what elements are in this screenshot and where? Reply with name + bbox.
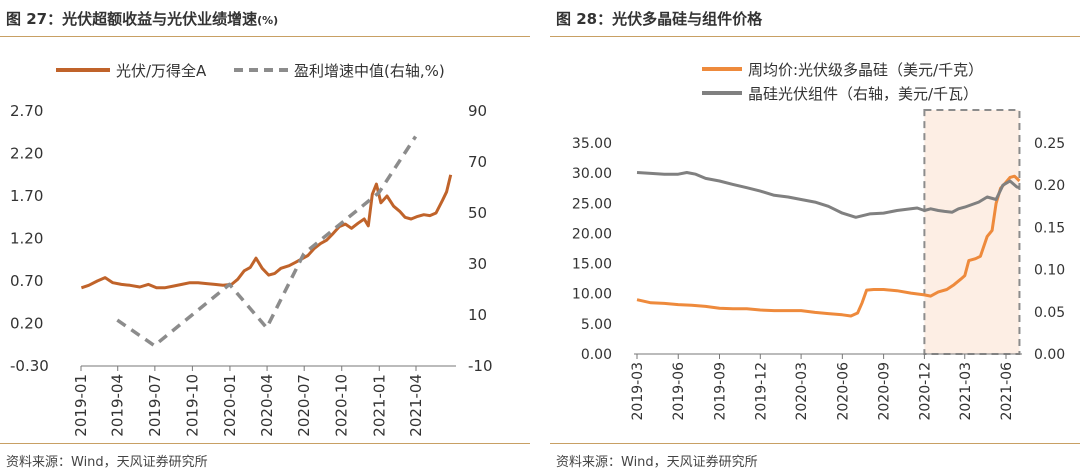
y2-tick-label: 50	[468, 204, 487, 222]
left-figure-title: 图 27：光伏超额收益与光伏业绩增速(%)	[6, 8, 278, 29]
y2-tick-label: 0.25	[1034, 136, 1065, 152]
x-tick-label: 2020-12	[917, 362, 933, 421]
x-tick-label: 2020-03	[794, 362, 810, 421]
y-tick-label: 15.00	[572, 257, 612, 273]
y-tick-label: 30.00	[572, 166, 612, 182]
right-chart: 周均价:光伏级多晶硅（美元/千克） 晶硅光伏组件（右轴，美元/千瓦） 35.00 30…	[572, 61, 1065, 421]
y2-tick-label: 30	[468, 255, 487, 273]
left-chart: 光伏/万得全A 盈利增速中值(右轴,%) 2.70 2.20 1.70 1.20 0.70 0…	[10, 62, 493, 437]
left-top-rule	[0, 36, 530, 37]
legend-label: 晶硅光伏组件（右轴，美元/千瓦）	[748, 85, 978, 103]
x-tick-label: 2019-10	[183, 374, 201, 437]
series-line	[636, 174, 1021, 318]
y2-tick-label: 0.05	[1034, 305, 1065, 321]
series-line	[116, 135, 418, 348]
x-tick-label: 2019-06	[671, 362, 687, 421]
x-tick-label: 2021-04	[407, 374, 425, 437]
legend-label: 盈利增速中值(右轴,%)	[294, 62, 445, 80]
x-tick-label: 2019-04	[109, 374, 127, 437]
series-line	[636, 171, 1020, 219]
right-source-note: 资料来源：Wind，天风证券研究所	[556, 455, 758, 470]
y2-tick-label: 0.10	[1034, 263, 1065, 279]
left-figure-panel: 图 27：光伏超额收益与光伏业绩增速(%) 光伏/万得全A 盈利增速中值(右轴,%…	[0, 0, 530, 476]
legend-label: 光伏/万得全A	[116, 62, 207, 80]
left-title-text: 图 27：光伏超额收益与光伏业绩增速	[6, 10, 258, 28]
x-tick-label: 2020-09	[877, 362, 893, 421]
y-tick-label: 1.70	[10, 187, 43, 205]
y-tick-label: 2.20	[10, 145, 43, 163]
highlight-box	[923, 109, 1021, 355]
legend-label: 周均价:光伏级多晶硅（美元/千克）	[748, 61, 983, 79]
x-tick-label: 2020-04	[258, 374, 276, 437]
x-tick-label: 2021-06	[999, 362, 1015, 421]
right-figure-title: 图 28：光伏多晶硅与组件价格	[556, 10, 763, 28]
y-tick-label: 0.70	[10, 272, 43, 290]
left-bottom-rule	[0, 443, 530, 444]
x-tick-label: 2019-01	[72, 374, 90, 437]
right-bottom-rule	[550, 443, 1080, 444]
left-source-note: 资料来源：Wind，天风证券研究所	[6, 455, 208, 470]
x-tick-label: 2020-07	[295, 374, 313, 437]
y2-tick-label: 0.00	[1034, 347, 1065, 363]
y2-tick-label: 90	[468, 102, 487, 120]
y2-tick-label: 0.15	[1034, 220, 1065, 236]
y-tick-label: 1.20	[10, 230, 43, 248]
x-tick-label: 2021-01	[370, 374, 388, 437]
y-tick-label: 0.20	[10, 315, 43, 333]
y2-tick-label: 70	[468, 153, 487, 171]
y2-tick-label: 10	[468, 306, 487, 324]
left-title-unit: (%)	[257, 14, 279, 27]
y-tick-label: 2.70	[10, 102, 43, 120]
y-tick-label: -0.30	[10, 357, 49, 375]
x-tick-label: 2019-09	[712, 362, 728, 421]
y2-tick-label: 0.20	[1034, 178, 1065, 194]
y-tick-label: 20.00	[572, 226, 612, 242]
x-tick-label: 2020-10	[333, 374, 351, 437]
y-tick-label: 0.00	[581, 347, 612, 363]
x-tick-label: 2019-03	[630, 362, 646, 421]
right-top-rule	[550, 36, 1080, 37]
y-tick-label: 35.00	[572, 136, 612, 152]
x-tick-label: 2019-07	[146, 374, 164, 437]
y-tick-label: 25.00	[572, 196, 612, 212]
right-figure-panel: 图 28：光伏多晶硅与组件价格 周均价:光伏级多晶硅（美元/千克） 晶硅光伏组件（…	[550, 0, 1080, 476]
x-tick-label: 2020-01	[221, 374, 239, 437]
x-tick-label: 2019-12	[753, 362, 769, 421]
x-tick-label: 2021-03	[958, 362, 974, 421]
y2-tick-label: -10	[468, 357, 493, 375]
x-tick-label: 2020-06	[835, 362, 851, 421]
y-tick-label: 5.00	[581, 317, 612, 333]
y-tick-label: 10.00	[572, 287, 612, 303]
series-line	[80, 174, 453, 290]
